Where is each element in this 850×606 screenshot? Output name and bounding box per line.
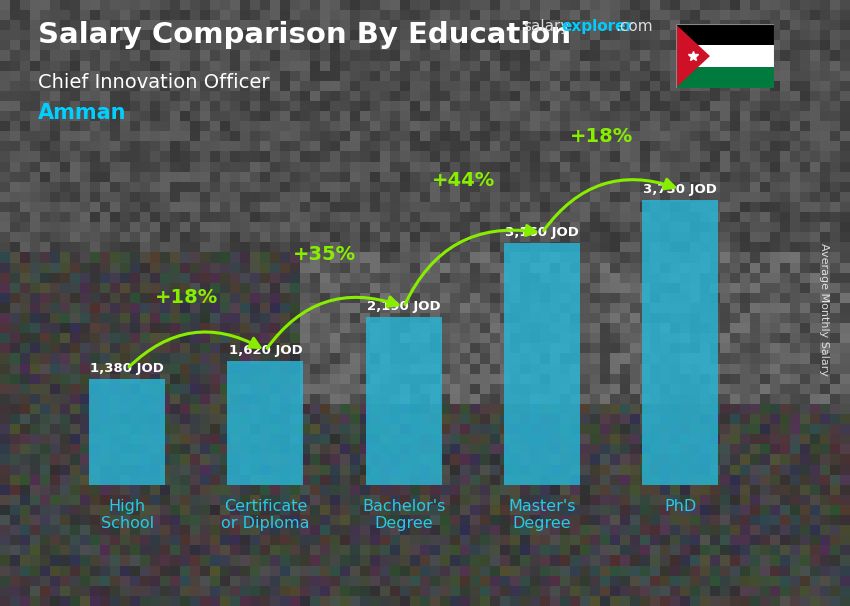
Text: Salary Comparison By Education: Salary Comparison By Education (38, 21, 571, 49)
Text: +35%: +35% (293, 245, 356, 264)
Text: 3,730 JOD: 3,730 JOD (643, 182, 717, 196)
Bar (366, 318, 442, 485)
Text: +44%: +44% (432, 170, 495, 190)
Bar (89, 379, 165, 485)
Text: 2,190 JOD: 2,190 JOD (367, 300, 440, 313)
Bar (504, 244, 580, 485)
Bar (227, 361, 303, 485)
Text: Average Monthly Salary: Average Monthly Salary (819, 242, 829, 376)
Text: explorer: explorer (562, 19, 634, 35)
Text: Chief Innovation Officer: Chief Innovation Officer (38, 73, 269, 92)
Bar (643, 200, 718, 485)
Text: Amman: Amman (38, 103, 127, 123)
Text: +18%: +18% (155, 288, 218, 307)
Bar (676, 45, 774, 67)
Text: 3,160 JOD: 3,160 JOD (505, 226, 579, 239)
Text: 1,380 JOD: 1,380 JOD (90, 362, 164, 375)
Text: 1,620 JOD: 1,620 JOD (229, 344, 303, 357)
Text: salary: salary (523, 19, 570, 35)
Text: .com: .com (615, 19, 653, 35)
Polygon shape (676, 24, 710, 88)
Bar (676, 24, 774, 45)
Text: +18%: +18% (570, 127, 633, 146)
Bar (676, 67, 774, 88)
